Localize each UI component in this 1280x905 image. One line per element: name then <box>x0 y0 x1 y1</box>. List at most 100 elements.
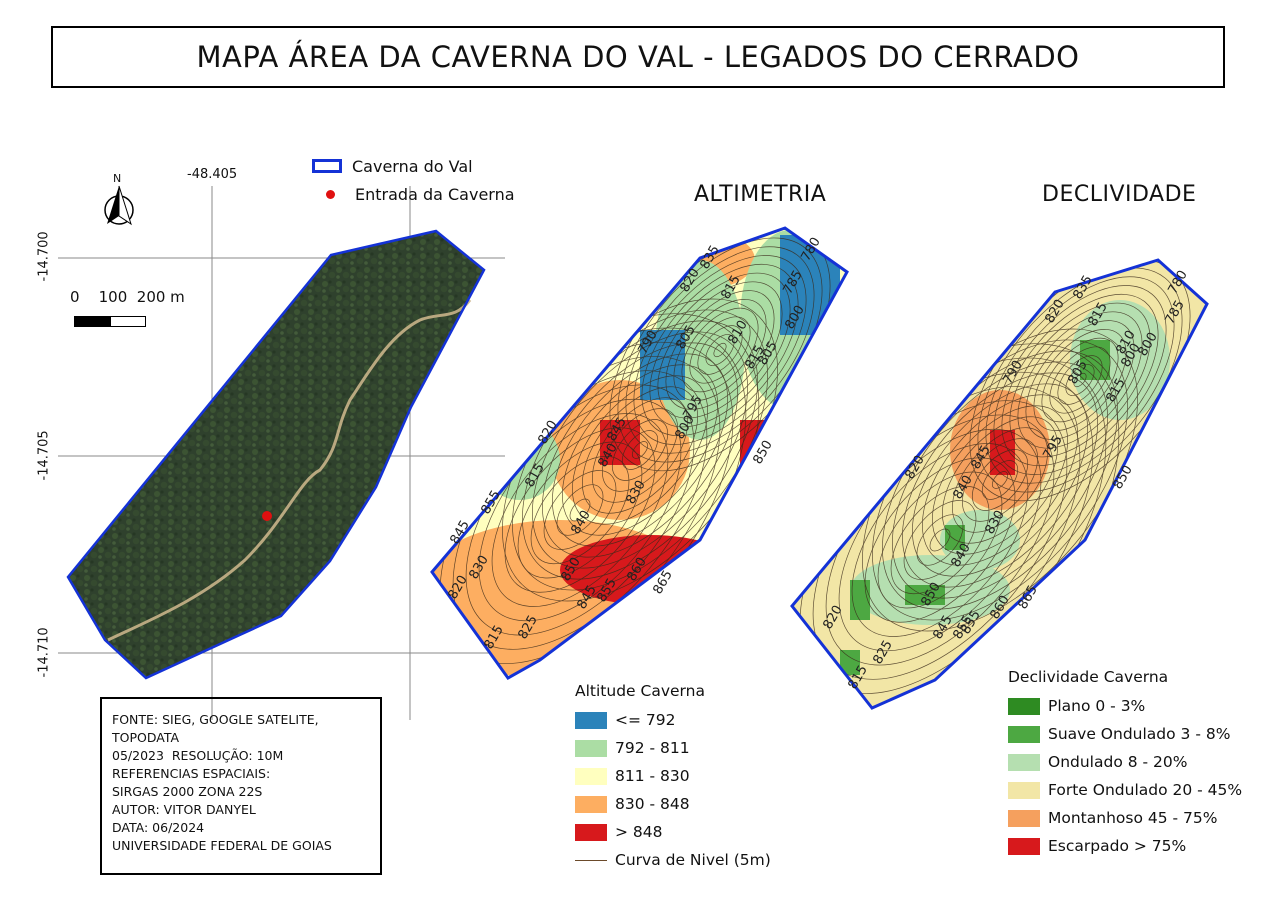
scale-segment-black <box>74 316 110 327</box>
contour-line <box>993 285 1167 475</box>
contour-line <box>633 255 807 445</box>
declividade-legend-title: Declividade Caverna <box>1008 668 1169 686</box>
contour-line <box>572 375 708 525</box>
contour-line <box>631 441 649 459</box>
contour-line <box>942 416 1058 544</box>
locator-legend: Caverna do Val Entrada da Caverna <box>312 152 515 208</box>
legend-point-label: Entrada da Caverna <box>355 184 515 204</box>
contour-line <box>621 430 659 470</box>
contour-line <box>991 471 1009 489</box>
contour-line <box>1009 302 1151 458</box>
contour-line <box>689 316 751 384</box>
scale-bar: 0 100 200 m <box>70 288 185 327</box>
contour-line <box>1065 364 1095 396</box>
swatch <box>575 767 607 785</box>
swatch <box>1008 697 1040 715</box>
contour-line <box>929 528 951 552</box>
contour-line <box>916 514 964 566</box>
contour-line <box>641 263 799 437</box>
contour-line <box>902 372 1098 588</box>
contour-line <box>582 386 698 514</box>
contour-line-icon <box>575 859 607 861</box>
legend-item: Montanhoso 45 - 75% <box>1008 804 1242 832</box>
legend-label: Forte Ondulado 20 - 45% <box>1048 781 1243 799</box>
declividade-legend: Declividade Caverna Plano 0 - 3% Suave O… <box>1008 668 1242 860</box>
legend-item: Escarpado > 75% <box>1008 832 1242 860</box>
contour-line <box>542 342 738 558</box>
contour-line <box>932 405 1068 555</box>
declividade-title: DECLIVIDADE <box>1042 182 1197 207</box>
swatch <box>1008 781 1040 799</box>
contour-line <box>569 498 591 522</box>
swatch <box>1008 725 1040 743</box>
legend-item: Forte Ondulado 20 - 45% <box>1008 776 1242 804</box>
swatch <box>575 823 607 841</box>
legend-item: Plano 0 - 3% <box>1008 692 1242 720</box>
legend-label: Suave Ondulado 3 - 8% <box>1048 725 1231 743</box>
scale-labels: 0 100 200 m <box>70 288 185 306</box>
legend-item: > 848 <box>575 818 771 846</box>
contour-line <box>552 353 728 547</box>
contour-line <box>961 438 1039 522</box>
polygon-symbol-icon <box>312 159 342 173</box>
contour-line <box>1057 355 1103 405</box>
swatch <box>1008 809 1040 827</box>
source-info-box: FONTE: SIEG, GOOGLE SATELITE, TOPODATA 0… <box>100 697 382 875</box>
legend-label: > 848 <box>615 823 663 841</box>
scale-segment-white <box>110 316 146 327</box>
contour-line <box>922 394 1078 566</box>
legend-label: <= 792 <box>615 711 676 729</box>
legend-polygon-row: Caverna do Val <box>312 152 515 180</box>
swatch <box>575 795 607 813</box>
altimetria-boundary <box>430 226 849 680</box>
latitude-label-3: -14.710 <box>36 627 52 678</box>
declividade-boundary <box>790 258 1209 710</box>
source-line: 05/2023 RESOLUÇÃO: 10M <box>112 748 284 763</box>
cave-entrance-point <box>262 511 272 521</box>
map-title: MAPA ÁREA DA CAVERNA DO VAL - LEGADOS DO… <box>196 40 1080 74</box>
contour-line <box>981 460 1019 500</box>
legend-item: 830 - 848 <box>575 790 771 818</box>
contour-line <box>611 419 669 481</box>
swatch <box>1008 753 1040 771</box>
contour-line <box>971 449 1029 511</box>
contour-line <box>977 267 1183 493</box>
legend-polygon-label: Caverna do Val <box>352 156 473 176</box>
contour-line <box>903 500 977 580</box>
swatch <box>1008 837 1040 855</box>
contour-line <box>591 397 689 503</box>
contour-line <box>1049 346 1111 414</box>
swatch <box>575 739 607 757</box>
source-line: SIRGAS 2000 ZONA 22S <box>112 784 263 799</box>
contour-line <box>543 470 617 550</box>
altimetria-title: ALTIMETRIA <box>694 182 827 207</box>
contour-line <box>1041 337 1119 423</box>
longitude-label: -48.405 <box>187 167 238 182</box>
legend-item-contour: Curva de Nivel (5m) <box>575 846 771 874</box>
contour-line <box>713 342 727 358</box>
contour-line <box>1001 293 1159 467</box>
legend-item: Ondulado 8 - 20% <box>1008 748 1242 776</box>
contour-line <box>562 364 718 536</box>
contour-line <box>601 408 679 492</box>
legend-label: Montanhoso 45 - 75% <box>1048 809 1218 827</box>
point-symbol-icon <box>326 189 335 199</box>
legend-label: 792 - 811 <box>615 739 690 757</box>
source-line: TOPODATA <box>112 730 180 745</box>
legend-label: Curva de Nivel (5m) <box>615 851 771 869</box>
latitude-label-1: -14.700 <box>36 231 52 282</box>
legend-label: Plano 0 - 3% <box>1048 697 1146 715</box>
source-line: REFERENCIAS ESPACIAIS: <box>112 766 271 781</box>
contour-line <box>1033 329 1127 431</box>
legend-item: <= 792 <box>575 706 771 734</box>
legend-item: 811 - 830 <box>575 762 771 790</box>
contour-line <box>1017 311 1143 449</box>
legend-point-row: Entrada da Caverna <box>312 180 515 208</box>
source-line: UNIVERSIDADE FEDERAL DE GOIAS <box>112 838 332 853</box>
swatch <box>575 711 607 729</box>
source-line: AUTOR: VITOR DANYEL <box>112 802 256 817</box>
contour-line <box>625 246 815 454</box>
contour-line <box>951 427 1049 533</box>
legend-label: Ondulado 8 - 20% <box>1048 753 1188 771</box>
